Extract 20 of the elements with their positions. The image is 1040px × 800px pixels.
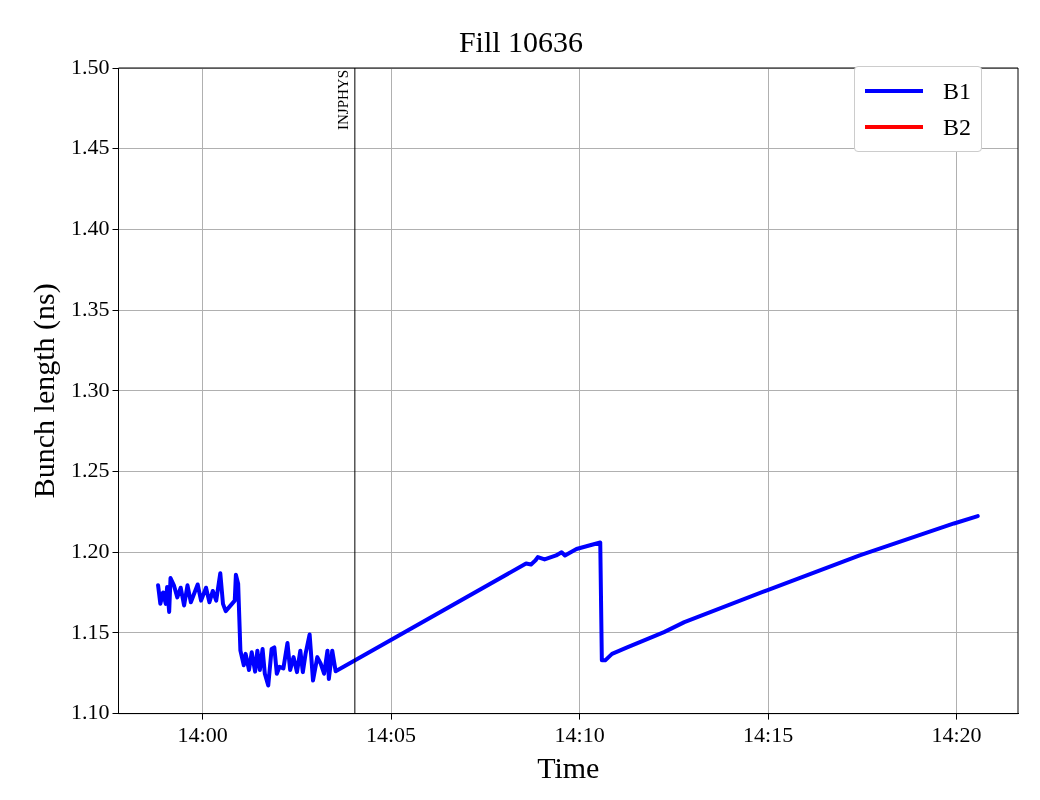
chart-title: Fill 10636 bbox=[458, 24, 584, 58]
x-tick-label: 14:20 bbox=[931, 721, 982, 747]
x-tick-label: 14:00 bbox=[177, 721, 228, 747]
y-axis-title: Bunch length (ns) bbox=[26, 283, 61, 499]
ref-line-label: INJPHYS bbox=[335, 70, 352, 131]
y-tick-label: 1.50 bbox=[71, 53, 110, 79]
x-tick-label: 14:05 bbox=[365, 721, 417, 747]
x-axis-title: Time bbox=[537, 750, 600, 784]
legend-label: B1 bbox=[942, 77, 971, 105]
y-tick-label: 1.25 bbox=[71, 457, 110, 483]
y-tick-label: 1.10 bbox=[71, 699, 110, 725]
y-tick-label: 1.15 bbox=[71, 618, 110, 644]
y-tick-label: 1.30 bbox=[71, 376, 110, 402]
y-tick-label: 1.35 bbox=[71, 295, 110, 321]
y-tick-label: 1.40 bbox=[71, 215, 110, 241]
legend-label: B2 bbox=[942, 113, 971, 141]
x-tick-label: 14:10 bbox=[554, 721, 605, 747]
y-tick-label: 1.45 bbox=[71, 134, 110, 160]
x-tick-label: 14:15 bbox=[743, 721, 794, 747]
y-tick-label: 1.20 bbox=[71, 537, 110, 563]
